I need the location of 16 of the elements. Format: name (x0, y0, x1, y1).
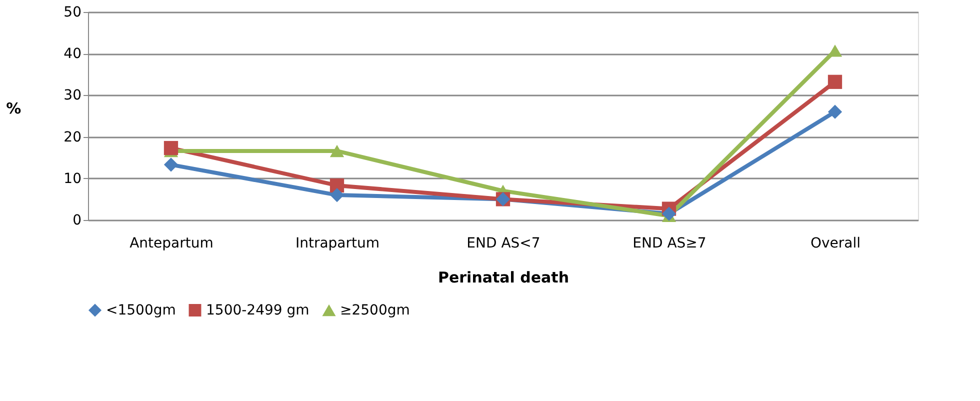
y-tick-label: 0 (72, 212, 82, 228)
y-tick-label: 30 (64, 88, 82, 104)
y-tick-label: 20 (64, 129, 82, 146)
x-axis-title: Perinatal death (438, 268, 570, 286)
x-tick-label: END AS<7 (466, 236, 540, 252)
legend-label: 1500-2499 gm (206, 302, 310, 318)
y-tick-label: 40 (64, 46, 82, 62)
y-tick-label: 50 (64, 4, 82, 20)
legend-label: ≥2500gm (340, 302, 410, 319)
x-tick-label: Antepartum (130, 236, 214, 252)
y-axis-title: % (6, 100, 22, 118)
y-tick-label: 10 (64, 170, 82, 187)
x-tick-label: Intrapartum (295, 236, 380, 252)
x-tick-label: END AS≥7 (632, 236, 706, 252)
legend-label: <1500gm (106, 302, 176, 318)
x-tick-label: Overall (810, 236, 861, 252)
